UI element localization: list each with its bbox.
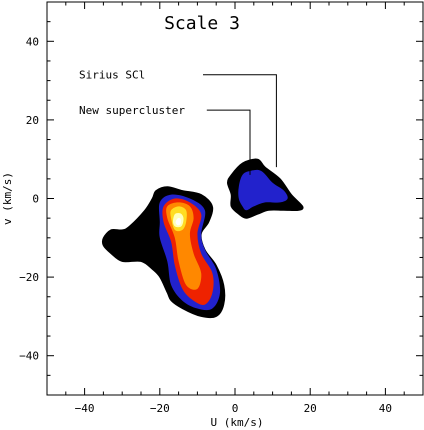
annotations: Sirius SCl New supercluster: [79, 69, 277, 175]
y-axis-label: v (km/s): [1, 172, 14, 225]
annotation-label: New supercluster: [79, 104, 185, 117]
contour-level-7: [175, 217, 181, 226]
annotation-0: Sirius SCl: [79, 69, 277, 168]
x-tick-label: −40: [75, 402, 95, 415]
region-main-complex: [101, 186, 226, 319]
x-tick-label: 20: [304, 402, 317, 415]
annotation-pointer: [206, 109, 251, 175]
contour-regions: [101, 158, 304, 319]
contour-level-4: [185, 265, 194, 282]
annotation-label: Sirius SCl: [79, 69, 145, 82]
y-tick-label: 0: [32, 193, 39, 206]
x-axis-label: U (km/s): [211, 416, 264, 429]
x-tick-label: −20: [150, 402, 170, 415]
x-tick-label: 0: [232, 402, 239, 415]
y-tick-label: −40: [19, 350, 39, 363]
region-secondary-peak: [185, 265, 194, 282]
annotation-1: New supercluster: [79, 104, 251, 175]
annotation-pointer: [203, 74, 277, 168]
contour-level-2: [238, 169, 288, 211]
x-tick-label: 40: [379, 402, 392, 415]
y-tick-label: 20: [26, 114, 39, 127]
axis-ticks: −40 −20 0 20 40 −40 −20 0 20 40: [19, 1, 424, 415]
chart-title: Scale 3: [164, 13, 240, 34]
region-sirius-complex: [226, 158, 304, 219]
y-tick-label: 40: [26, 35, 39, 48]
y-tick-label: −20: [19, 271, 39, 284]
